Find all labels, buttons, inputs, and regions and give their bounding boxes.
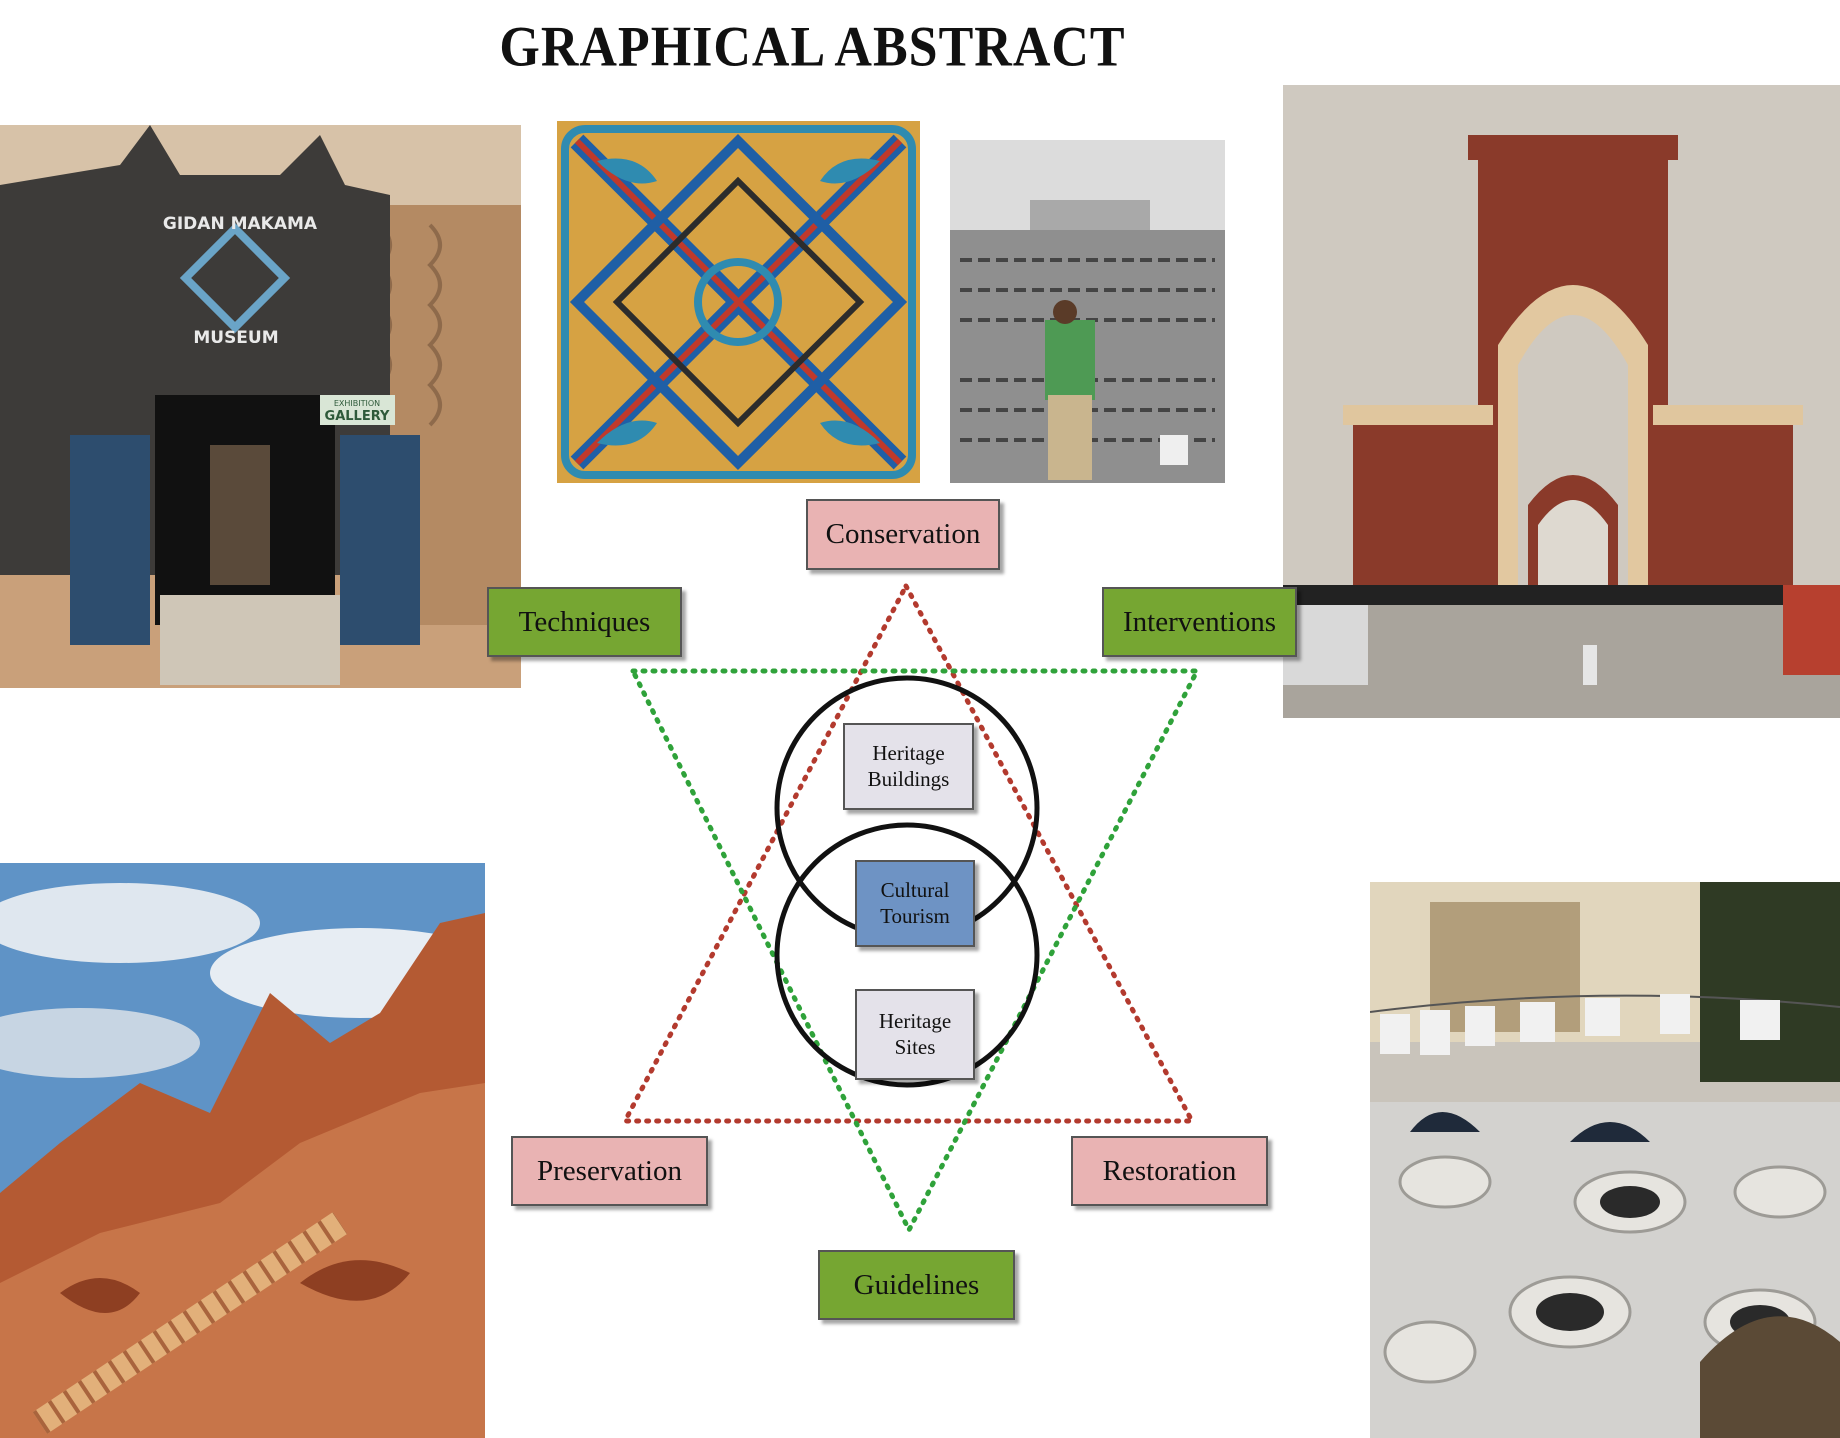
museum-sign-bottom: MUSEUM — [193, 328, 278, 348]
gallery-sign: GALLERY — [325, 409, 390, 424]
pattern-photo — [557, 121, 920, 483]
heritage-buildings-box: Heritage Buildings — [843, 723, 974, 810]
restoration-box: Restoration — [1071, 1136, 1268, 1206]
restoration-label: Restoration — [1102, 1154, 1237, 1187]
interventions-label: Interventions — [1122, 605, 1276, 638]
cultural-tourism-label: Cultural Tourism — [880, 878, 950, 928]
calligraphy-photo — [950, 140, 1225, 483]
preservation-box: Preservation — [511, 1136, 708, 1206]
guidelines-label: Guidelines — [853, 1268, 980, 1301]
heritage-sites-label: Heritage Sites — [878, 1009, 952, 1059]
gate-photo — [1283, 85, 1840, 718]
museum-photo: GIDAN MAKAMA MUSEUM EXHIBITION GALLERY — [0, 125, 521, 688]
guidelines-box: Guidelines — [818, 1250, 1015, 1320]
interventions-box: Interventions — [1102, 587, 1297, 657]
dyepits-photo — [1370, 882, 1840, 1438]
lower-circle — [774, 822, 1040, 1088]
green-dotted-triangle — [628, 668, 1202, 1236]
cultural-tourism-box: Cultural Tourism — [855, 860, 975, 947]
museum-sign-top: GIDAN MAKAMA — [163, 214, 318, 234]
preservation-label: Preservation — [537, 1154, 682, 1187]
gallery-sign-small: EXHIBITION — [334, 399, 380, 408]
heritage-sites-box: Heritage Sites — [855, 989, 975, 1080]
rock-photo — [0, 863, 485, 1438]
conservation-label: Conservation — [825, 518, 981, 550]
red-dotted-triangle — [620, 580, 1197, 1124]
techniques-label: Techniques — [518, 605, 651, 638]
heritage-buildings-label: Heritage Buildings — [867, 741, 950, 791]
conservation-box: Conservation — [806, 499, 1000, 570]
page-title: GRAPHICAL ABSTRACT — [499, 16, 1126, 79]
techniques-box: Techniques — [487, 587, 682, 657]
